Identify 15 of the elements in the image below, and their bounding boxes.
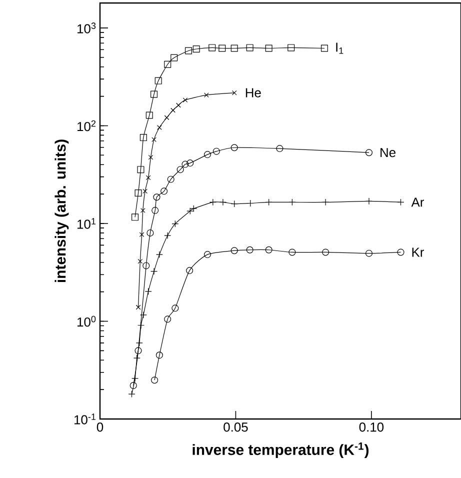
y-tick-label: 10$^{3}$ xyxy=(78,22,96,34)
series-label: Ne xyxy=(380,148,396,158)
x-tick-label: 0.05 xyxy=(224,422,248,432)
y-tick-label: 10$^{0}$ xyxy=(78,316,96,327)
y-tick-label: 10$^{-1}$ xyxy=(74,414,96,424)
series-label: He xyxy=(246,88,261,98)
y-tick-label: 10$^{2}$ xyxy=(78,120,96,132)
series-label: Ar xyxy=(411,198,424,207)
x-tick-label: 0.10 xyxy=(359,422,384,432)
x-tick-label: 0 xyxy=(96,422,104,432)
y-tick-label: 10$^{1}$ xyxy=(78,218,96,229)
x-axis-title: inverse temperature (K$^{-1}$) xyxy=(192,442,369,458)
series-label: I$_{1}$ xyxy=(336,42,344,54)
y-axis-title: intensity (arb. units) xyxy=(54,140,69,282)
series-label: Kr xyxy=(412,248,424,257)
